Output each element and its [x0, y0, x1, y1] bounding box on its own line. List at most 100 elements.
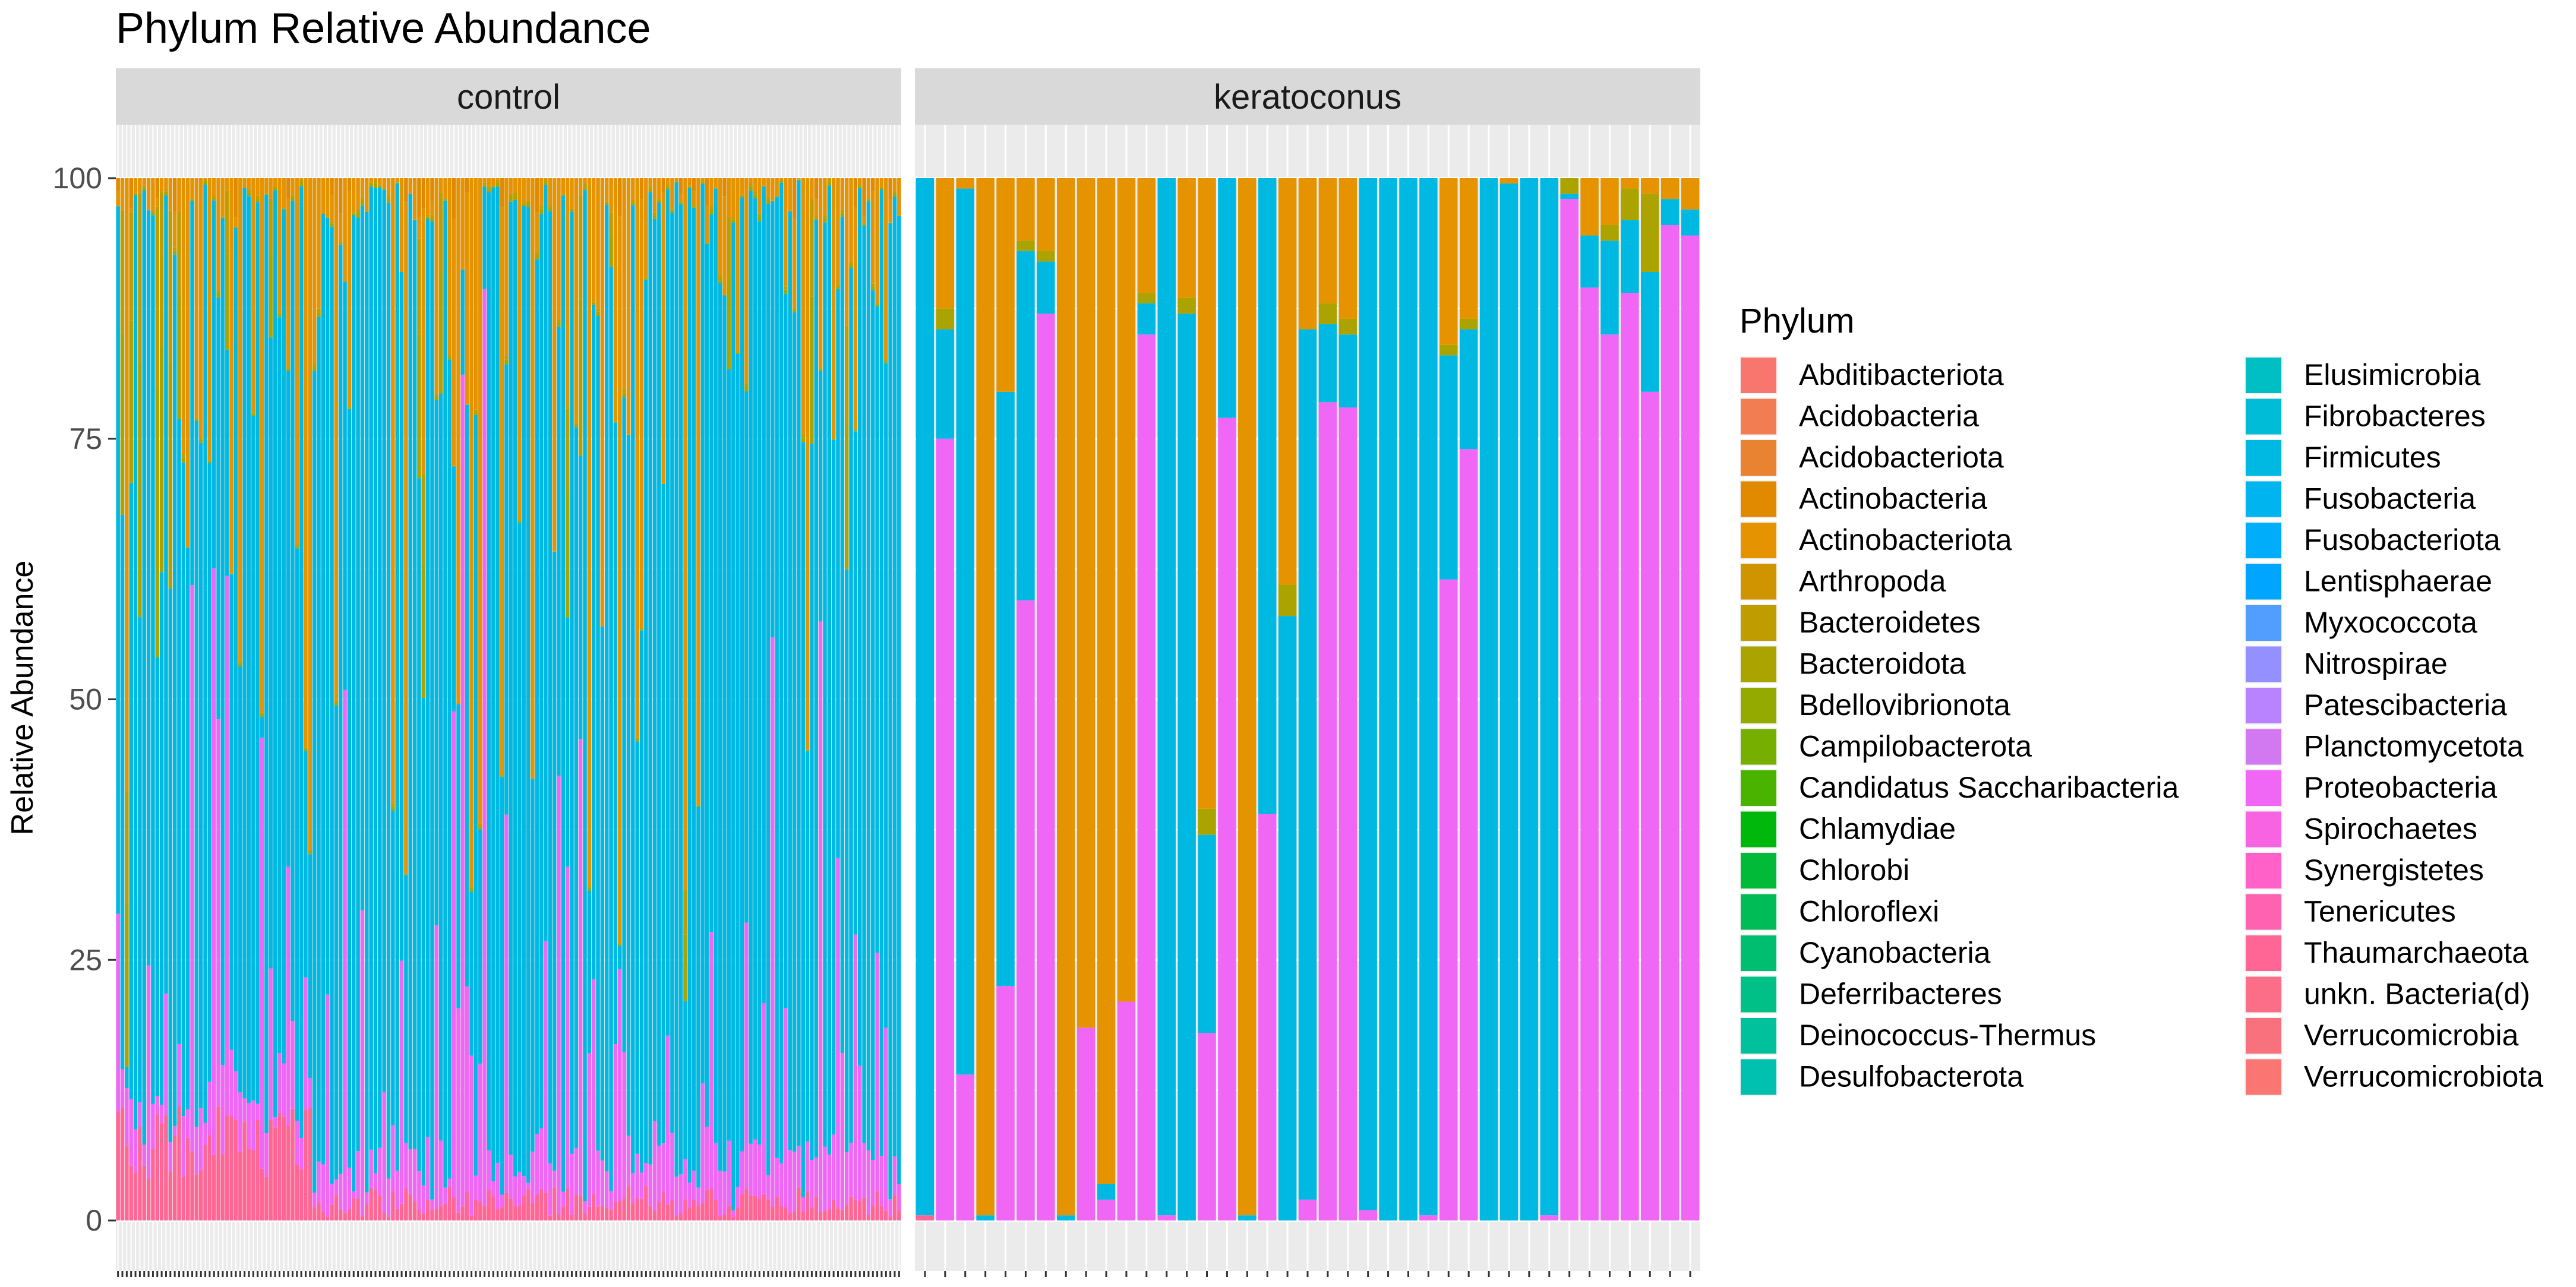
sample-bar	[1016, 178, 1035, 1220]
bar-segment-bacteroidota	[404, 874, 408, 875]
sample-bar	[299, 178, 304, 1220]
bar-segment-bacteroidota	[866, 199, 871, 202]
bar-segment-actinobacteriota	[692, 191, 696, 205]
bar-segment-actinobacteriota	[535, 212, 539, 252]
bar-segment-thaumarchaeota	[766, 1199, 771, 1220]
bar-segment-firmicutes	[495, 186, 500, 1163]
bar-segment-thaumarchaeota	[159, 1123, 164, 1220]
bar-segment-firmicutes	[133, 195, 138, 1130]
sample-bar	[696, 178, 700, 1220]
legend-item: Lentisphaerae	[2244, 562, 2492, 601]
bar-segment-bacteroidota	[678, 203, 683, 205]
bar-segment-actinobacteriota	[482, 178, 487, 183]
bar-segment-thaumarchaeota	[478, 1201, 482, 1220]
bar-segment-actinobacteriota	[185, 178, 190, 548]
bar-segment-firmicutes	[1499, 183, 1519, 1220]
legend-item: Spirochaetes	[2244, 810, 2477, 849]
bar-segment-thaumarchaeota	[779, 1205, 784, 1220]
bar-segment-firmicutes	[1177, 314, 1196, 1220]
bar-segment-actinobacteriota	[1499, 178, 1519, 184]
bar-segment-actinobacteriota	[678, 194, 683, 202]
sample-bar	[412, 178, 417, 1220]
bar-segment-actinobacteriota	[875, 178, 879, 304]
sample-bar	[155, 178, 160, 1220]
bar-segment-bacteroidota	[823, 217, 827, 223]
bar-segment-actinobacteriota	[976, 178, 995, 1216]
bar-segment-actinobacteriota	[840, 178, 845, 210]
bar-segment-bacteroidetes	[260, 712, 264, 714]
bar-segment-actinobacteriota	[282, 178, 286, 208]
bar-segment-thaumarchaeota	[818, 1212, 823, 1220]
sample-bar	[557, 178, 561, 1220]
bar-segment-firmicutes	[181, 462, 186, 1117]
bar-segment-bacteroidota	[438, 273, 443, 394]
bar-segment-bacteroidetes	[120, 210, 125, 333]
bar-segment-bacteroidota	[544, 181, 548, 185]
bar-segment-proteobacteria	[198, 1108, 203, 1171]
sample-bar	[255, 178, 260, 1220]
bar-segment-firmicutes	[469, 891, 473, 1056]
bar-segment-actinobacteria	[678, 178, 683, 194]
bar-segment-thaumarchaeota	[823, 1211, 827, 1220]
bar-segment-thaumarchaeota	[395, 1208, 399, 1220]
bar-segment-actinobacteriota	[216, 178, 220, 290]
bar-segment-firmicutes	[888, 223, 892, 1200]
bar-segment-bacteroidetes	[369, 182, 373, 184]
sample-bar	[705, 178, 709, 1220]
bar-segment-bacteroidetes	[631, 200, 635, 203]
bar-segment-bacteroidetes	[198, 437, 203, 440]
bar-segment-bacteroidota	[482, 184, 487, 187]
legend-label: Abditibacteriota	[1799, 358, 2004, 391]
bar-segment-bacteroidota	[827, 181, 832, 186]
bar-segment-bacteroidetes	[548, 205, 553, 208]
bar-segment-bacteroidota	[299, 182, 304, 186]
sample-bar	[1379, 178, 1397, 1220]
bar-segment-actinobacteriota	[753, 178, 757, 192]
bar-segment-firmicutes	[788, 211, 792, 1150]
bar-segment-actinobacteriota	[198, 178, 203, 438]
bar-segment-firmicutes	[233, 227, 238, 1071]
bar-segment-thaumarchaeota	[343, 1212, 347, 1220]
bar-segment-proteobacteria	[438, 1140, 443, 1206]
bar-segment-bacteroidetes	[762, 185, 766, 186]
bar-segment-bacteroidota	[1278, 584, 1297, 616]
bar-segment-firmicutes	[596, 316, 600, 1151]
bar-segment-bacteroidetes	[757, 213, 762, 217]
sample-bar	[561, 178, 566, 1220]
bar-segment-firmicutes	[190, 201, 194, 586]
bar-segment-bacteroidetes	[164, 189, 168, 192]
bar-segment-thaumarchaeota	[888, 1217, 892, 1220]
sample-bar	[849, 178, 853, 1220]
legend-item: Synergistetes	[2244, 852, 2484, 890]
bar-segment-actinobacteriota	[330, 195, 334, 222]
sample-bar	[1560, 178, 1579, 1221]
bar-segment-actinobacteriota	[291, 178, 295, 195]
bar-segment-bacteroidota	[692, 206, 696, 208]
legend-swatch	[2246, 770, 2281, 806]
bar-segment-bacteroidota	[665, 186, 670, 189]
bar-segment-proteobacteria	[1419, 1215, 1438, 1220]
bar-segment-thaumarchaeota	[692, 1199, 696, 1220]
bar-segment-proteobacteria	[260, 738, 264, 1169]
sample-bar	[1097, 178, 1116, 1220]
bar-segment-bacteroidota	[207, 461, 212, 463]
legend-swatch	[1741, 853, 1776, 888]
bar-segment-bacteroidota	[805, 750, 810, 751]
legend-label: Desulfobacterota	[1799, 1060, 2023, 1093]
sample-bar	[399, 178, 404, 1220]
bar-segment-bacteroidota	[609, 234, 613, 267]
bar-segment-firmicutes	[1218, 178, 1236, 418]
bar-segment-actinobacteria	[155, 178, 160, 198]
bar-segment-bacteroidetes	[648, 187, 652, 189]
bar-segment-thaumarchaeota	[644, 1186, 648, 1220]
bar-segment-thaumarchaeota	[273, 1127, 277, 1220]
sample-bar	[286, 178, 291, 1220]
bar-segment-actinobacteriota	[888, 200, 892, 223]
legend-item: Chloroflexi	[1740, 893, 1939, 931]
bar-segment-actinobacteriota	[805, 178, 810, 750]
bar-segment-bacteroidota	[779, 181, 784, 183]
bar-segment-bacteroidetes	[212, 195, 216, 198]
bar-segment-proteobacteria	[181, 1116, 186, 1177]
bar-segment-actinobacteriota	[548, 178, 553, 205]
legend-label: Bacteroidetes	[1799, 606, 1981, 639]
